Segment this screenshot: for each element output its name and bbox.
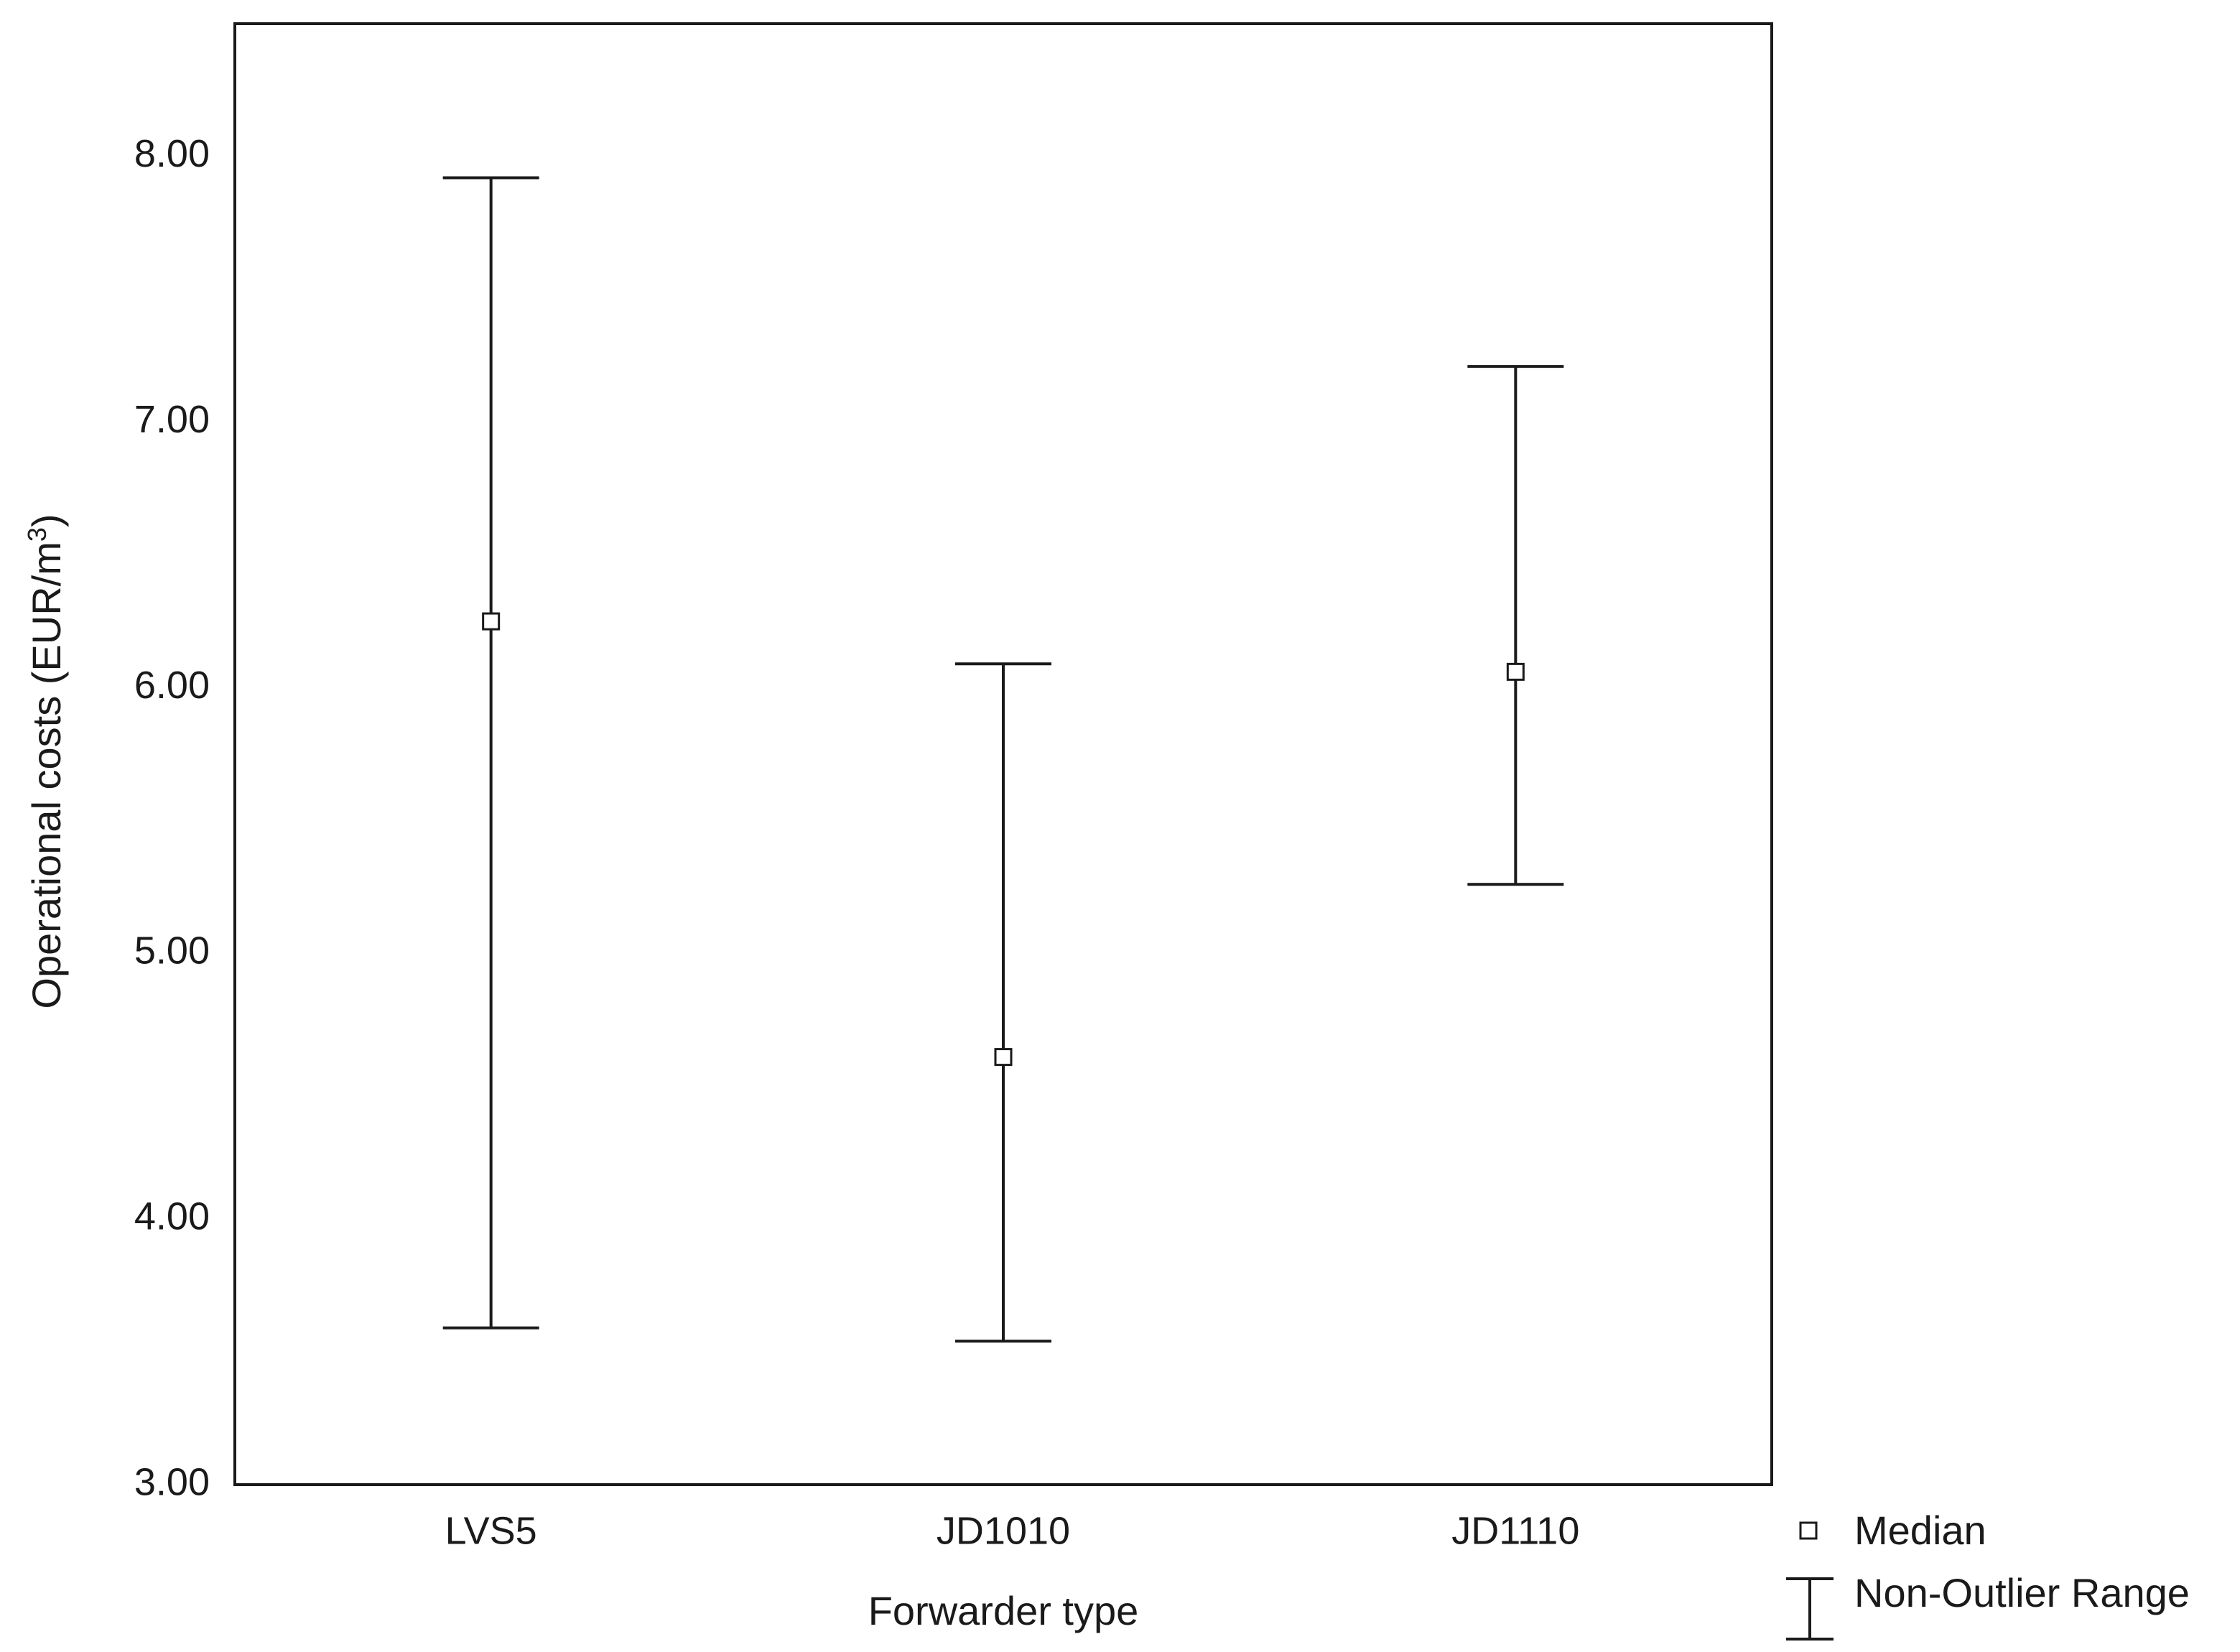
y-axis-title: Operational costs (EUR/m3) (22, 514, 69, 1008)
y-tick-label: 3.00 (134, 1460, 210, 1503)
y-axis-title-suffix: ) (24, 514, 69, 527)
y-tick-label: 5.00 (134, 929, 210, 973)
y-tick-label: 4.00 (134, 1194, 210, 1238)
chart-marks (442, 176, 1564, 1343)
median-marker (1506, 662, 1525, 681)
range-whisker-jd1010 (955, 662, 1051, 1343)
x-axis-ticks: LVS5 JD1010 JD1110 (445, 1509, 1580, 1552)
legend-median-marker (1799, 1521, 1818, 1540)
plot-frame (233, 22, 1773, 1486)
y-axis-title-main: Operational costs (EUR/m (24, 542, 69, 1008)
y-tick-label: 8.00 (134, 132, 210, 175)
range-whisker-jd1110 (1467, 365, 1564, 886)
range-whisker-lvs5 (442, 176, 539, 1330)
x-tick-label: JD1010 (937, 1509, 1070, 1552)
legend-range-marker (1786, 1577, 1834, 1641)
x-axis-title: Forwarder type (868, 1588, 1139, 1633)
y-axis-title-superscript: 3 (22, 527, 52, 542)
median-marker (482, 612, 501, 631)
y-tick-label: 6.00 (134, 664, 210, 707)
y-tick-label: 7.00 (134, 398, 210, 441)
x-tick-label: JD1110 (1451, 1509, 1579, 1552)
legend-range-label: Non-Outlier Range (1854, 1570, 2190, 1615)
y-axis-ticks: 3.00 4.00 5.00 6.00 7.00 8.00 (134, 132, 210, 1503)
legend-median-label: Median (1854, 1508, 1986, 1553)
median-marker (994, 1048, 1013, 1067)
x-tick-label: LVS5 (445, 1509, 537, 1552)
legend: Median Non-Outlier Range (1786, 1508, 2190, 1641)
